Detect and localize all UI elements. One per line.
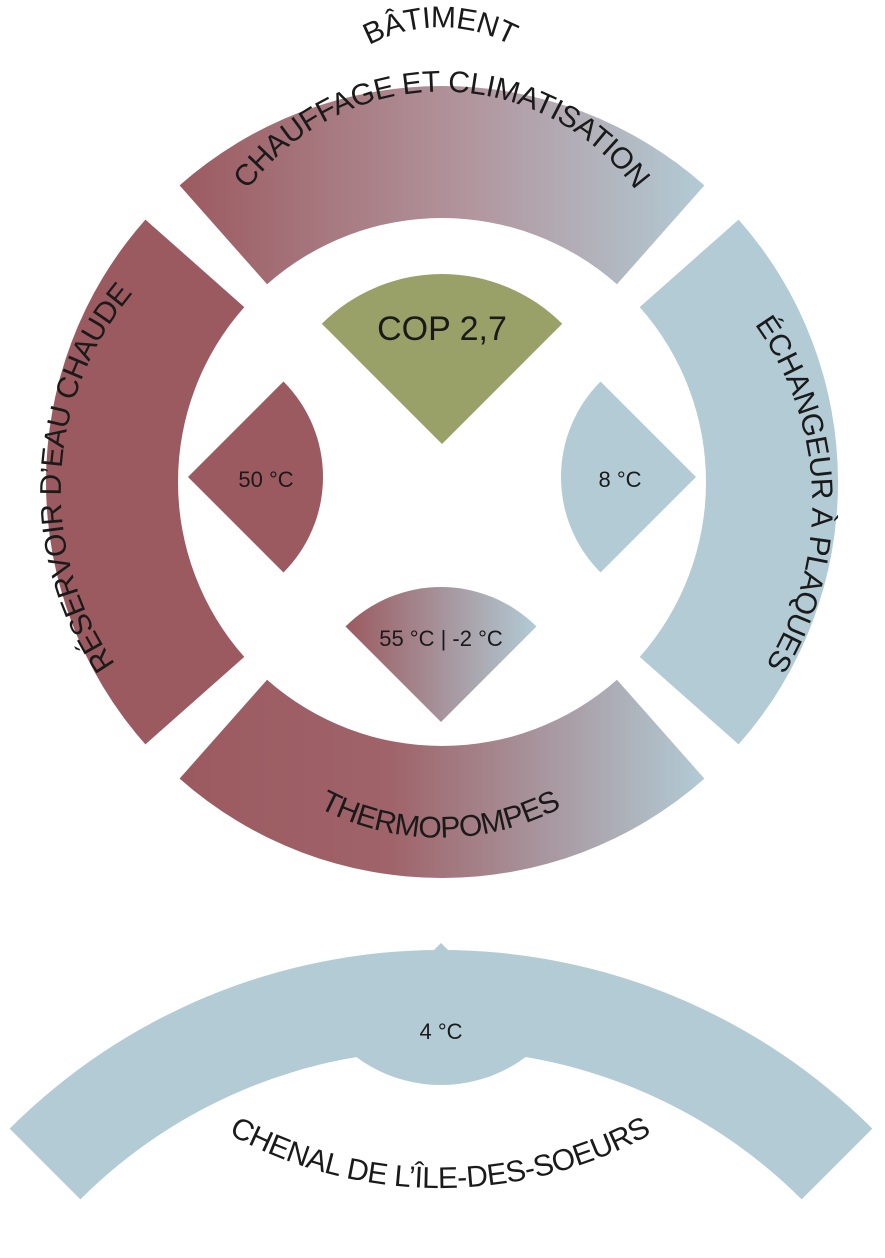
exchanger-ring-segment bbox=[639, 219, 839, 745]
cold-temp-value: 8 °C bbox=[598, 467, 641, 492]
cold-temp-wedge bbox=[561, 381, 696, 573]
channel-temp-wedge bbox=[340, 943, 542, 1085]
hot-temp-value: 50 °C bbox=[238, 467, 293, 492]
channel-temp-value: 4 °C bbox=[419, 1019, 462, 1044]
building-label: BÂTIMENT bbox=[358, 1, 522, 51]
channel-arc-segment bbox=[9, 950, 873, 1200]
hot-tank-ring-segment bbox=[46, 219, 245, 745]
pump-temp-value: 55 °C | -2 °C bbox=[379, 626, 503, 651]
channel-label: CHENAL DE L’ÎLE-DES-SOEURS bbox=[225, 1111, 655, 1195]
building-ring-segment bbox=[179, 86, 705, 285]
pump-temp-wedge bbox=[345, 587, 537, 722]
cop-wedge bbox=[321, 274, 563, 444]
cop-value: COP 2,7 bbox=[377, 310, 507, 348]
heat-pumps-ring-segment bbox=[179, 679, 705, 878]
hot-temp-wedge bbox=[188, 381, 323, 573]
